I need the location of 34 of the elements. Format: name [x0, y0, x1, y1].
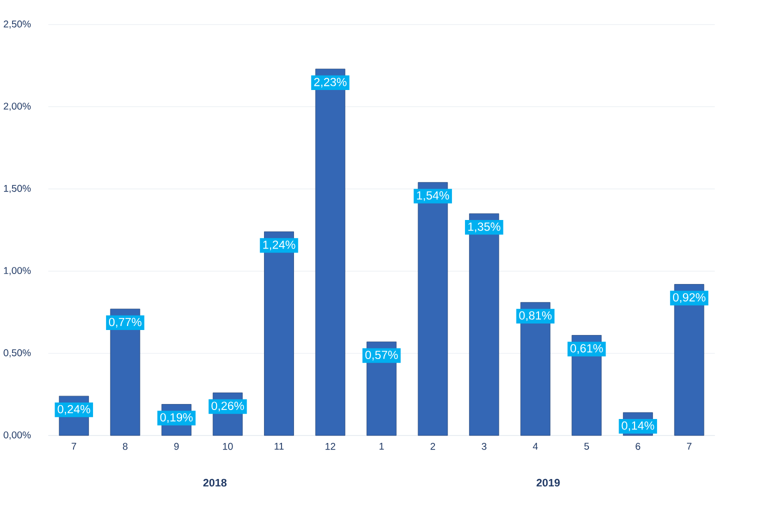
y-tick-label: 2,50%: [4, 20, 31, 29]
x-tick-label: 6: [636, 442, 640, 450]
x-tick-label: 7: [686, 442, 692, 450]
x-tick-label: 3: [482, 442, 486, 450]
data-label: 1,35%: [468, 222, 500, 232]
data-label: 0,24%: [58, 404, 90, 415]
data-label: 0,77%: [108, 318, 142, 328]
y-tick-label: 0,00%: [4, 431, 31, 440]
y-tick-label: 0,50%: [4, 349, 31, 358]
text: 2019: [536, 478, 560, 486]
y-tick-label: 1,00%: [4, 267, 31, 276]
data-label: 0,26%: [212, 402, 244, 412]
data-label: 0,92%: [673, 293, 706, 303]
x-tick-label: 2: [430, 442, 436, 450]
data-label: 2,23%: [314, 78, 347, 88]
x-tick-label: 12: [326, 442, 336, 450]
x-tick-label: 8: [122, 442, 128, 450]
x-tick-label: 5: [584, 442, 589, 450]
data-label: 0,57%: [365, 350, 398, 360]
data-label: 0,19%: [160, 413, 193, 423]
data-label: 0,14%: [622, 421, 654, 432]
data-label: 0,61%: [570, 344, 603, 354]
data-label: 1,24%: [263, 240, 296, 250]
data-label: 1,54%: [417, 191, 450, 201]
y-tick-label: 1,50%: [4, 184, 31, 193]
x-tick-label: 9: [174, 442, 179, 450]
x-tick-label: 10: [223, 442, 233, 450]
x-tick-label: 1: [380, 442, 384, 450]
data-label: 0,81%: [519, 311, 552, 321]
x-tick-label: 11: [274, 442, 284, 450]
y-tick-label: 2,00%: [4, 102, 31, 111]
text: 2018: [203, 478, 227, 486]
x-tick-label: 4: [532, 442, 538, 450]
x-tick-label: 7: [72, 442, 76, 450]
